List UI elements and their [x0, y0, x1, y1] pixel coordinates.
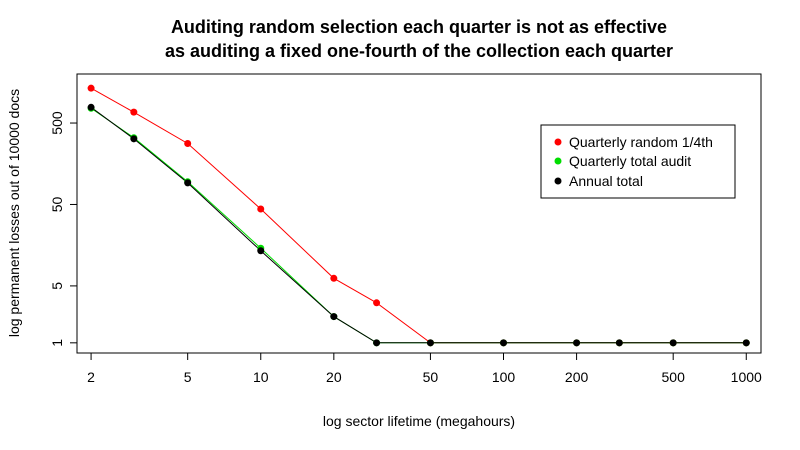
x-axis: 2 5 10 20 50 100 200 500 1000	[87, 352, 762, 385]
series-points	[87, 84, 750, 347]
series-line	[90, 106, 747, 344]
data-point	[87, 103, 95, 111]
data-point	[184, 140, 192, 148]
x-axis-label: log sector lifetime (megahours)	[323, 413, 515, 429]
data-point	[615, 339, 623, 347]
data-point	[130, 135, 138, 143]
series-lines	[90, 87, 747, 344]
y-tick-label: 1	[49, 339, 65, 347]
x-tick-label: 5	[184, 369, 192, 385]
legend-label-annual-total: Annual total	[569, 173, 643, 189]
x-tick-label: 50	[423, 369, 439, 385]
x-tick-label: 10	[253, 369, 269, 385]
y-tick-label: 5	[49, 282, 65, 290]
y-tick-label: 50	[49, 196, 65, 212]
data-point	[669, 339, 677, 347]
x-tick-label: 2	[87, 369, 95, 385]
data-point	[500, 339, 508, 347]
plot-frame	[76, 73, 762, 354]
x-tick-label: 20	[326, 369, 342, 385]
data-point	[742, 339, 750, 347]
data-point	[257, 247, 265, 255]
data-point	[426, 339, 434, 347]
x-tick-label: 1000	[731, 369, 762, 385]
data-point	[573, 339, 581, 347]
y-axis: 1 5 50 500	[49, 111, 78, 347]
data-point	[87, 84, 95, 92]
legend-box	[540, 124, 736, 199]
legend-marker-quarterly-total	[554, 157, 562, 165]
x-tick-label: 100	[492, 369, 516, 385]
chart-title-line-1: Auditing random selection each quarter i…	[171, 17, 667, 37]
data-point	[330, 274, 338, 282]
data-point	[373, 339, 381, 347]
data-point	[330, 313, 338, 321]
x-tick-label: 500	[662, 369, 686, 385]
legend-marker-annual-total	[554, 177, 562, 185]
x-tick-label: 200	[565, 369, 589, 385]
data-point	[184, 179, 192, 187]
y-tick-label: 500	[49, 111, 65, 135]
legend-label-quarterly-total: Quarterly total audit	[569, 153, 691, 169]
data-point	[257, 205, 265, 213]
chart-title-line-2: as auditing a fixed one-fourth of the co…	[165, 41, 673, 61]
data-point	[373, 299, 381, 307]
legend-marker-quarterly-random	[554, 138, 562, 146]
legend-label-quarterly-random: Quarterly random 1/4th	[569, 134, 713, 150]
legend: Quarterly random 1/4th Quarterly total a…	[540, 124, 736, 199]
data-point	[130, 108, 138, 116]
y-axis-label: log permanent losses out of 10000 docs	[6, 89, 22, 337]
